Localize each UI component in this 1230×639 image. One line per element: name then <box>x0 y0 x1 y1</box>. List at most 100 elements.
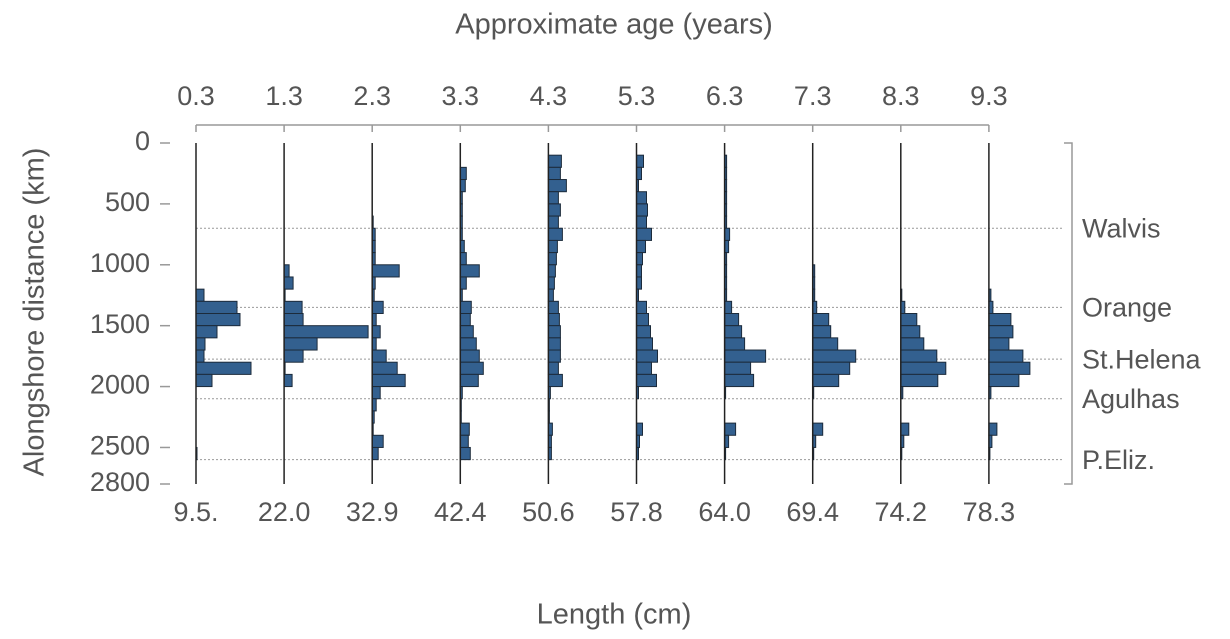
bar <box>371 446 379 461</box>
bar <box>724 300 733 315</box>
bar <box>547 349 561 363</box>
bar <box>371 264 400 278</box>
y-tick-label: 2000 <box>90 370 150 400</box>
bar <box>195 373 213 388</box>
bar <box>371 373 406 388</box>
bar <box>636 215 647 229</box>
bar <box>459 276 467 290</box>
bar <box>812 422 824 436</box>
bar <box>547 191 559 205</box>
bar <box>371 300 384 315</box>
bar <box>636 337 653 351</box>
bar <box>459 422 470 436</box>
bar <box>636 313 649 327</box>
bar <box>195 288 205 302</box>
bar <box>988 361 1031 375</box>
length-label: 69.4 <box>786 497 839 527</box>
bar <box>459 313 471 327</box>
bar <box>547 373 563 388</box>
length-label: 50.6 <box>522 497 575 527</box>
bar <box>283 337 318 351</box>
bar <box>988 325 1014 339</box>
bar <box>988 349 1024 363</box>
age-label: 1.3 <box>265 81 303 111</box>
bar <box>459 446 471 461</box>
bar <box>459 325 474 339</box>
bar <box>636 349 658 363</box>
bar <box>547 337 561 351</box>
bar <box>459 264 480 278</box>
age-label: 4.3 <box>530 81 568 111</box>
bar <box>547 276 555 290</box>
bar <box>988 337 1010 351</box>
age-label: 9.3 <box>970 81 1008 111</box>
bar <box>900 349 938 363</box>
region-bracket <box>1064 142 1073 485</box>
length-label: 57.8 <box>610 497 663 527</box>
bar <box>371 349 387 363</box>
region-label: Agulhas <box>1082 384 1180 414</box>
bar <box>459 252 467 266</box>
bar <box>547 252 557 266</box>
bar <box>812 337 839 351</box>
y-tick-label: 1000 <box>90 248 150 278</box>
bar <box>724 373 755 388</box>
bar <box>547 300 559 315</box>
bar <box>724 422 737 436</box>
y-tick-label: 2800 <box>90 467 150 497</box>
bar <box>988 313 1012 327</box>
age-label: 8.3 <box>882 81 920 111</box>
bar <box>636 239 646 254</box>
bar <box>195 300 238 315</box>
bar <box>636 252 643 266</box>
bar <box>459 300 472 315</box>
length-label: 22.0 <box>258 497 311 527</box>
region-label: Walvis <box>1082 213 1161 243</box>
bar <box>283 276 294 290</box>
bar <box>459 349 480 363</box>
bar <box>547 264 556 278</box>
bar <box>283 325 369 339</box>
bar <box>195 349 205 363</box>
bar <box>636 227 652 241</box>
bar <box>812 313 830 327</box>
bar <box>547 154 562 168</box>
age-label: 2.3 <box>353 81 391 111</box>
bar <box>812 361 851 375</box>
bar <box>459 373 479 388</box>
bar <box>900 422 910 436</box>
bar <box>988 373 1020 388</box>
length-label: 64.0 <box>698 497 751 527</box>
age-label: 5.3 <box>618 81 656 111</box>
y-tick-label: 0 <box>135 126 150 156</box>
bar <box>636 325 651 339</box>
bar <box>195 361 252 375</box>
length-label: 32.9 <box>346 497 399 527</box>
bar <box>636 154 644 168</box>
y-axis-title: Alongshore distance (km) <box>19 148 51 477</box>
bar <box>900 325 921 339</box>
bar <box>547 361 559 375</box>
bar <box>636 422 643 436</box>
bar <box>195 313 241 327</box>
bar <box>547 325 561 339</box>
bar <box>371 434 384 448</box>
bar <box>195 337 206 351</box>
bar <box>724 361 752 375</box>
bar <box>283 373 293 388</box>
y-tick-label: 2500 <box>90 431 150 461</box>
bar <box>547 215 559 229</box>
age-label: 7.3 <box>794 81 832 111</box>
length-label: 9.5. <box>173 497 218 527</box>
bar <box>812 373 840 388</box>
bar <box>283 349 304 363</box>
bar <box>812 349 857 363</box>
bar <box>547 313 560 327</box>
x-axis-title: Length (cm) <box>537 599 692 631</box>
bar <box>900 361 947 375</box>
bar <box>724 337 746 351</box>
bar <box>547 239 558 254</box>
bar <box>900 337 925 351</box>
bar <box>636 300 647 315</box>
